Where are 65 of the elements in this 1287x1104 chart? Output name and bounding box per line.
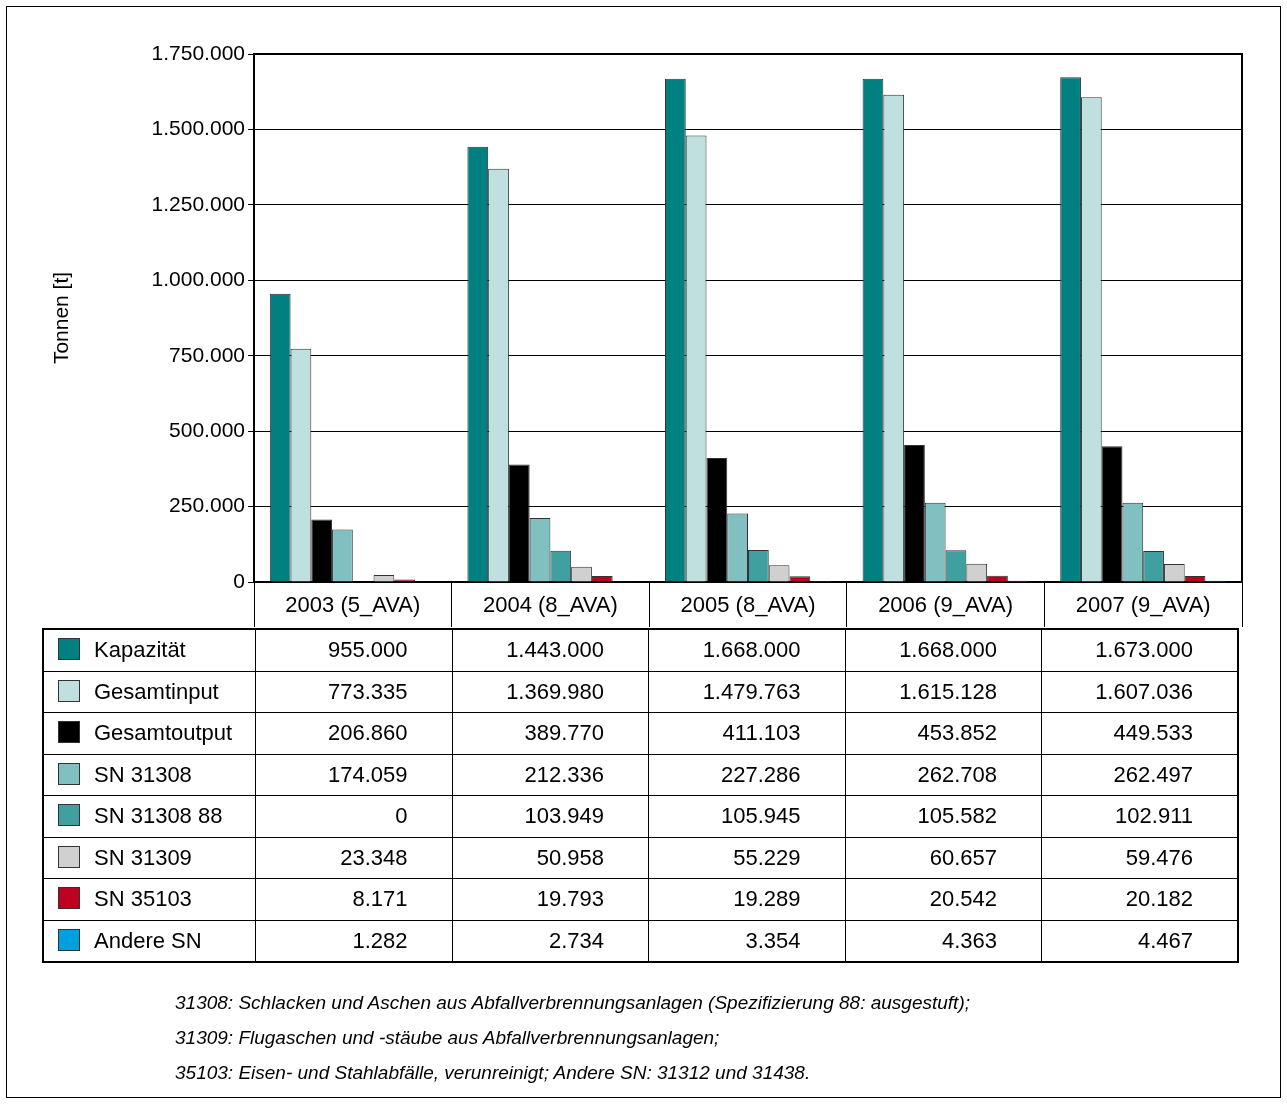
- text: 31308: Schlacken und Aschen aus Abfallverbrennungsanlagen (Spezifizierung 88: ausgestuft);: [175, 991, 971, 1015]
- data-label: 59.476: [1041, 837, 1238, 879]
- data-label: 1.668.000: [648, 629, 845, 671]
- data-label: 20.542: [845, 878, 1042, 920]
- data-label: 1.443.000: [452, 629, 649, 671]
- data-label: 19.289: [648, 878, 845, 920]
- data-label: 1.369.980: [452, 671, 649, 713]
- data-label: 55.229: [648, 837, 845, 879]
- data-label: 4.363: [845, 920, 1042, 962]
- legend-label: Gesamtoutput: [43, 712, 256, 754]
- y-tick-label: 1.500.000: [151, 116, 245, 140]
- x-tick-label: 2005 (8_AVA): [680, 592, 816, 618]
- y-tick-label: 500.000: [169, 417, 245, 441]
- y-tick-label: 1.250.000: [151, 191, 245, 215]
- y-tick-label: 750.000: [169, 342, 245, 366]
- y-tick-label: 250.000: [169, 493, 245, 517]
- text: 35103: Eisen- und Stahlabfälle, verunreinigt; Andere SN: 31312 und 31438.: [175, 1061, 812, 1085]
- data-label: 1.282: [255, 920, 452, 962]
- data-label: 262.497: [1041, 754, 1238, 796]
- data-label: 50.958: [452, 837, 649, 879]
- data-label: 1.673.000: [1041, 629, 1238, 671]
- data-label: 20.182: [1041, 878, 1238, 920]
- y-tick-label: 1.000.000: [151, 267, 245, 291]
- data-label: 1.615.128: [845, 671, 1042, 713]
- data-label: 3.354: [648, 920, 845, 962]
- data-label: 0: [255, 795, 452, 837]
- x-tick-label: 2007 (9_AVA): [1075, 592, 1211, 618]
- data-label: 174.059: [255, 754, 452, 796]
- y-axis-title: Tonnen [t]: [49, 271, 73, 365]
- data-label: 1.479.763: [648, 671, 845, 713]
- y-tick-label: 0: [233, 568, 245, 592]
- data-label: 2.734: [452, 920, 649, 962]
- data-label: 206.860: [255, 712, 452, 754]
- data-label: 212.336: [452, 754, 649, 796]
- data-label: 23.348: [255, 837, 452, 879]
- data-label: 262.708: [845, 754, 1042, 796]
- legend-label: Gesamtinput: [43, 671, 256, 713]
- legend-label: SN 31308: [43, 754, 256, 796]
- data-label: 773.335: [255, 671, 452, 713]
- data-label: 411.103: [648, 712, 845, 754]
- data-label: 227.286: [648, 754, 845, 796]
- data-label: 4.467: [1041, 920, 1238, 962]
- x-tick-label: 2004 (8_AVA): [482, 592, 618, 618]
- x-tick-label: 2006 (9_AVA): [878, 592, 1014, 618]
- data-label: 105.582: [845, 795, 1042, 837]
- data-label: 8.171: [255, 878, 452, 920]
- data-label: 19.793: [452, 878, 649, 920]
- data-label: 449.533: [1041, 712, 1238, 754]
- legend-label: SN 31308 88: [43, 795, 256, 837]
- legend-label: Andere SN: [43, 920, 256, 962]
- data-label: 105.945: [648, 795, 845, 837]
- x-tick-label: 2003 (5_AVA): [285, 592, 421, 618]
- data-label: 1.668.000: [845, 629, 1042, 671]
- data-label: 103.949: [452, 795, 649, 837]
- text: 31309: Flugaschen und -stäube aus Abfallverbrennungsanlagen;: [175, 1026, 721, 1050]
- data-label: 453.852: [845, 712, 1042, 754]
- data-label: 60.657: [845, 837, 1042, 879]
- data-label: 1.607.036: [1041, 671, 1238, 713]
- data-label: 955.000: [255, 629, 452, 671]
- y-tick-label: 1.750.000: [151, 40, 245, 64]
- data-label: 389.770: [452, 712, 649, 754]
- legend-label: SN 31309: [43, 837, 256, 879]
- data-label: 102.911: [1041, 795, 1238, 837]
- legend-label: SN 35103: [43, 878, 256, 920]
- legend-label: Kapazität: [43, 629, 256, 671]
